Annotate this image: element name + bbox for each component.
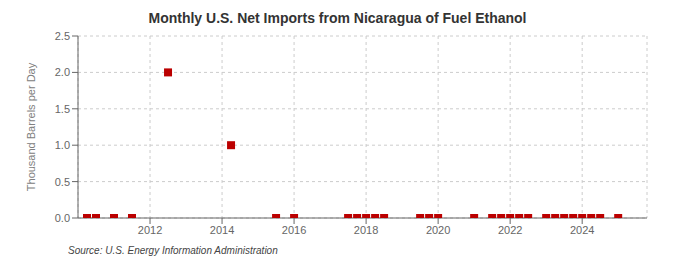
svg-text:2024: 2024	[570, 224, 594, 236]
svg-text:0.5: 0.5	[55, 176, 70, 188]
svg-text:2.0: 2.0	[55, 66, 70, 78]
svg-text:2.5: 2.5	[55, 30, 70, 42]
svg-text:0.0: 0.0	[55, 212, 70, 224]
html-text:Source: U.S. Energy Informatio: Source: U.S. Energy Information Administ…	[68, 245, 278, 256]
svg-text:2020: 2020	[426, 224, 450, 236]
svg-text:2014: 2014	[210, 224, 234, 236]
svg-text:1.5: 1.5	[55, 103, 70, 115]
svg-text:Thousand Barrels per Day: Thousand Barrels per Day	[25, 62, 37, 191]
svg-text:2012: 2012	[138, 224, 162, 236]
html-text:Monthly U.S. Net Imports from: Monthly U.S. Net Imports from Nicaragua …	[148, 10, 527, 26]
svg-text:2016: 2016	[282, 224, 306, 236]
svg-text:2022: 2022	[498, 224, 522, 236]
svg-text:2018: 2018	[354, 224, 378, 236]
svg-text:1.0: 1.0	[55, 139, 70, 151]
